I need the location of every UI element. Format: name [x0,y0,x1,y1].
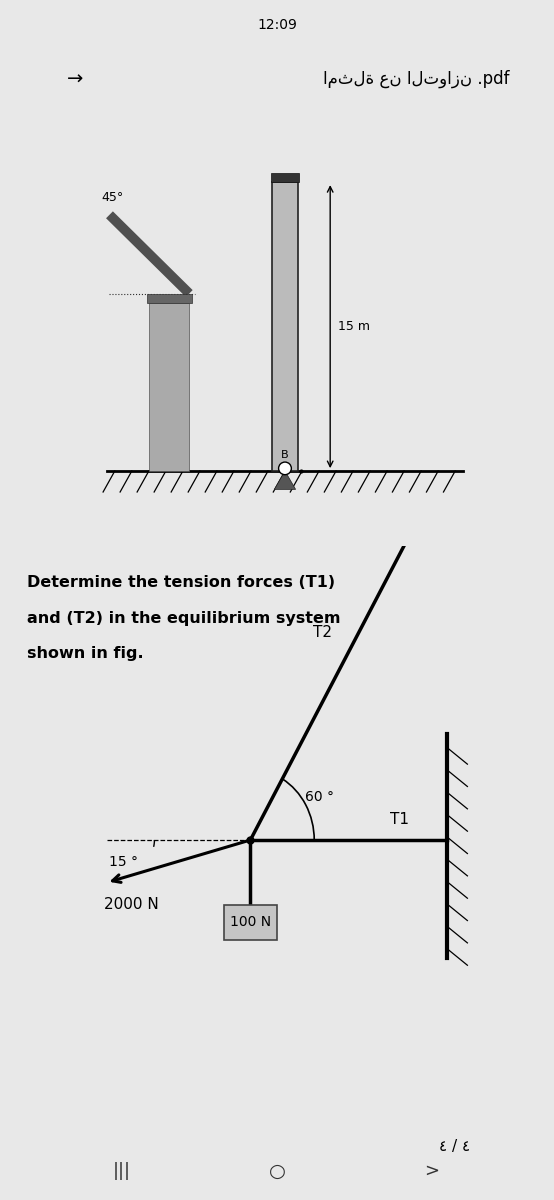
Text: 15 m: 15 m [338,320,370,334]
Text: 100 N: 100 N [230,916,271,929]
Text: and (T2) in the equilibrium system: and (T2) in the equilibrium system [27,611,341,625]
Text: ٤ / ٤: ٤ / ٤ [439,1139,470,1153]
Text: T1: T1 [390,812,409,827]
Text: ○: ○ [269,1162,285,1181]
Text: 15 °: 15 ° [109,856,138,870]
Text: →: → [66,70,83,89]
Text: B: B [281,450,289,461]
Bar [224,905,277,940]
Bar [147,294,192,302]
Bar [271,182,298,470]
Text: shown in fig.: shown in fig. [27,646,143,661]
Text: Determine the tension forces (T1): Determine the tension forces (T1) [27,575,335,590]
Text: 60 °: 60 ° [305,790,334,804]
Circle shape [279,462,291,475]
Text: 2000 N: 2000 N [104,898,158,912]
Text: T2: T2 [312,625,332,640]
Bar [270,173,299,182]
Bar [150,302,189,470]
Text: >: > [424,1162,440,1181]
Text: 12:09: 12:09 [257,18,297,32]
Text: امثلة عن التوازن .pdf: امثلة عن التوازن .pdf [323,70,510,89]
Text: 45°: 45° [101,191,124,204]
Polygon shape [274,470,296,490]
Text: |||: ||| [113,1162,131,1181]
